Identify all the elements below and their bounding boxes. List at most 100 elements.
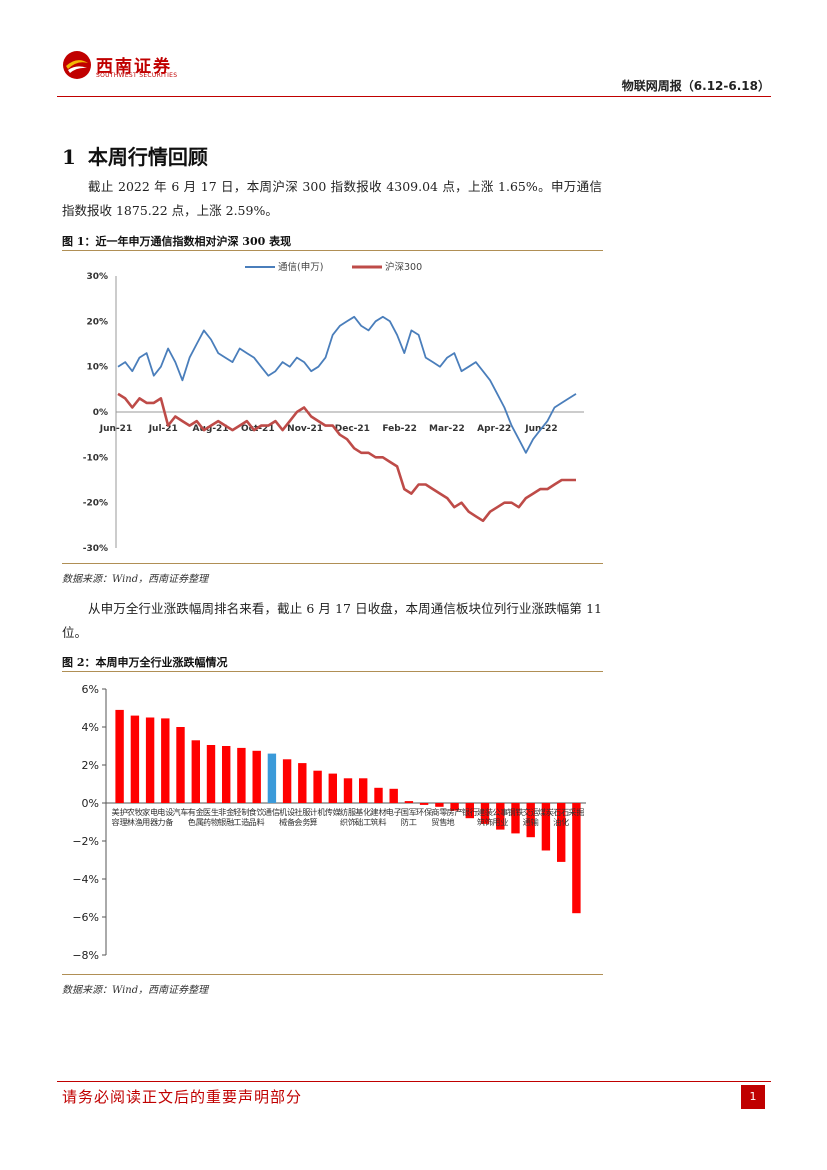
y-tick-label: 10%	[86, 363, 108, 373]
category-label: 建筑装饰	[477, 807, 493, 827]
bar	[374, 787, 383, 803]
legend-label: 通信(申万)	[278, 261, 323, 273]
bar	[465, 803, 474, 819]
bar	[557, 803, 566, 862]
x-tick-label: Feb-22	[382, 424, 417, 434]
bar	[328, 773, 337, 803]
bar	[298, 763, 307, 803]
y-tick-label: -30%	[83, 544, 108, 554]
y-tick-label: −8%	[72, 949, 99, 962]
figure2-title: 图 2：本周申万全行业涨跌幅情况	[62, 656, 228, 669]
x-tick-label: Apr-22	[477, 424, 511, 434]
bar	[176, 727, 185, 803]
y-tick-label: −4%	[72, 873, 99, 886]
category-label: 煤炭	[538, 807, 554, 817]
category-label: 电子	[386, 807, 402, 817]
series-line-csi300	[117, 392, 576, 523]
category-label: 电力设备	[157, 807, 173, 827]
category-label: 环保	[416, 807, 433, 817]
bar-chart: 6% 4% 2% 0% −2% −4% −6% −8% 美容护理农林牧渔家用电器电力设备汽车有色…	[72, 683, 586, 962]
category-label: 计算机	[309, 807, 326, 827]
category-label: 有色金属	[188, 807, 204, 827]
y-tick-label: 4%	[82, 721, 99, 734]
figure1-source: 数据来源：Wind，西南证券整理	[62, 574, 209, 585]
series-line-telecom	[117, 315, 577, 454]
logo-text-en: SOUTHWEST SECURITIES	[96, 72, 178, 79]
y-tick-label: 0%	[93, 408, 108, 418]
section-heading: 1 本周行情回顾	[62, 141, 208, 170]
category-label: 钢铁	[507, 807, 523, 817]
footer-disclaimer: 请务必阅读正文后的重要声明部分	[62, 1088, 303, 1106]
category-label: 家用电器	[142, 807, 158, 827]
section-title: 本周行情回顾	[87, 145, 208, 169]
category-label: 农林牧渔	[127, 807, 143, 827]
category-label: 医药生物	[203, 807, 219, 827]
x-tick-label: Mar-22	[429, 424, 465, 434]
bar	[389, 788, 398, 804]
bar	[496, 803, 505, 830]
summary-text: 截止 2022 年 6 月 17 日，本周沪深 300 指数报收 4309.04…	[62, 179, 602, 218]
bar	[206, 745, 216, 803]
figure1-title: 图 1：近一年申万通信指数相对沪深 300 表现	[62, 235, 292, 248]
figure2-source: 数据来源：Wind，西南证券整理	[62, 985, 209, 996]
bar	[161, 718, 170, 803]
category-label: 轻工制造	[233, 807, 249, 827]
bar	[511, 803, 520, 834]
y-tick-label: 30%	[86, 272, 108, 282]
bar	[435, 803, 444, 807]
bar	[115, 709, 124, 803]
figure1-bottom-rule	[62, 563, 603, 564]
category-label: 国防军工	[401, 807, 417, 827]
logo-emblem-icon	[63, 51, 91, 79]
category-label: 石油石化	[553, 807, 569, 827]
y-tick-label: 2%	[82, 759, 99, 772]
category-label: 机械设备	[279, 807, 295, 827]
bar	[145, 717, 155, 803]
y-tick-label: −2%	[72, 835, 99, 848]
x-tick-label: Dec-21	[335, 424, 370, 434]
y-tick-label: -20%	[83, 499, 108, 509]
bar	[359, 778, 368, 803]
category-label: 银行	[462, 807, 478, 817]
bar	[313, 770, 322, 803]
category-label: 房地产	[446, 807, 462, 827]
category-label: 传媒	[325, 807, 341, 817]
category-label: 非银金融	[218, 807, 234, 827]
y-tick-label: 0%	[82, 797, 99, 810]
page-number: 1	[741, 1085, 765, 1109]
footer-divider	[57, 1081, 771, 1082]
summary-paragraph: 截止 2022 年 6 月 17 日，本周沪深 300 指数报收 4309.04…	[62, 175, 602, 223]
ranking-text: 从申万全行业涨跌幅周排名来看，截止 6 月 17 日收盘，本周通信板块位列行业涨…	[62, 601, 602, 640]
bar	[252, 750, 261, 804]
y-tick-label: 6%	[82, 683, 99, 696]
category-label: 通信	[264, 807, 280, 817]
y-tick-label: −6%	[72, 911, 99, 924]
category-label: 商贸零售	[431, 807, 447, 827]
bar	[191, 740, 200, 803]
category-label: 基础化工	[355, 807, 371, 827]
x-tick-label: Jun-21	[99, 424, 132, 434]
x-tick-label: Nov-21	[287, 424, 323, 434]
header-divider	[57, 96, 771, 97]
bar	[526, 803, 535, 838]
logo-text-cn: 西南证券	[96, 57, 172, 77]
x-tick-label: Jul-21	[148, 424, 178, 434]
y-tick-label: -10%	[83, 453, 108, 463]
bar	[237, 747, 246, 803]
company-logo: 西南证券 SOUTHWEST SECURITIES	[62, 50, 232, 84]
bar	[267, 753, 277, 803]
category-label: 公用事业	[492, 807, 508, 827]
bar	[480, 803, 490, 824]
y-tick-label: 20%	[86, 317, 108, 327]
category-label: 汽车	[172, 807, 188, 817]
bar	[130, 715, 140, 803]
category-label: 采掘	[568, 807, 584, 817]
legend-label: 沪深300	[385, 261, 422, 273]
line-chart: 30% 20% 10% 0% -10% -20% -30% Jun-21 Jul-21 Aug-2…	[83, 261, 584, 554]
figure2-top-rule	[62, 671, 603, 672]
category-label: 社会服务	[294, 807, 310, 827]
x-tick-label: Aug-21	[193, 424, 229, 434]
figure1-top-rule	[62, 250, 603, 251]
ranking-paragraph: 从申万全行业涨跌幅周排名来看，截止 6 月 17 日收盘，本周通信板块位列行业涨…	[62, 597, 602, 645]
bar	[450, 803, 459, 811]
